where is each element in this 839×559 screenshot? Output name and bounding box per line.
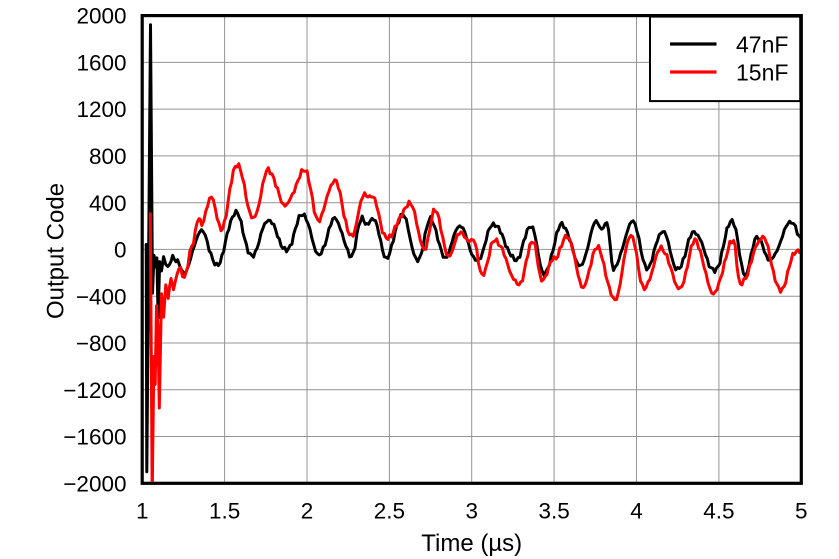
svg-text:−1200: −1200 [63, 378, 126, 403]
svg-text:−800: −800 [76, 331, 127, 356]
svg-text:400: 400 [89, 191, 127, 216]
svg-text:3.5: 3.5 [538, 499, 569, 524]
svg-text:−400: −400 [76, 284, 127, 309]
svg-text:47nF: 47nF [736, 31, 788, 57]
svg-text:1: 1 [136, 499, 149, 524]
svg-text:4: 4 [630, 499, 643, 524]
svg-text:15nF: 15nF [736, 59, 788, 85]
svg-text:3: 3 [465, 499, 478, 524]
svg-text:1200: 1200 [76, 97, 126, 122]
svg-text:−2000: −2000 [63, 471, 126, 496]
svg-text:2.5: 2.5 [374, 499, 405, 524]
svg-text:4.5: 4.5 [703, 499, 734, 524]
svg-text:Time (µs): Time (µs) [421, 530, 522, 557]
svg-text:−1600: −1600 [63, 425, 126, 450]
svg-text:Output Code: Output Code [43, 183, 70, 319]
svg-text:800: 800 [89, 144, 127, 169]
svg-text:0: 0 [114, 238, 127, 263]
svg-text:5: 5 [795, 499, 808, 524]
svg-text:1600: 1600 [76, 51, 126, 76]
svg-text:1.5: 1.5 [209, 499, 240, 524]
svg-text:2000: 2000 [76, 4, 126, 29]
svg-text:2: 2 [301, 499, 314, 524]
